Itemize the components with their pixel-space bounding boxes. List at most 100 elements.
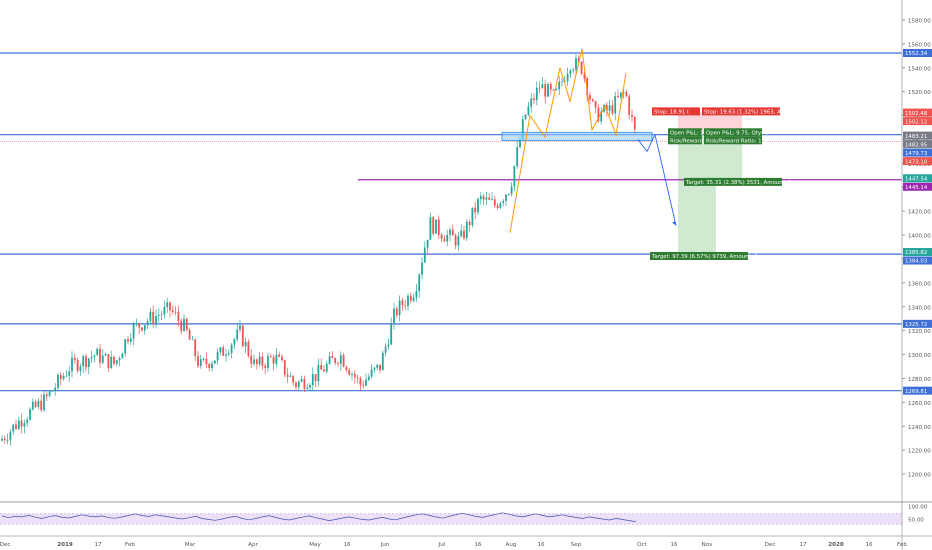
candle-up (149, 311, 152, 322)
candle-down (432, 217, 435, 234)
candle-up (555, 89, 558, 91)
candle-up (608, 105, 611, 111)
candle-down (292, 376, 295, 383)
candle-up (118, 358, 121, 361)
candle-down (605, 104, 608, 111)
candle-down (594, 101, 597, 108)
candle-down (611, 105, 614, 114)
candle-up (351, 373, 353, 375)
candle-down (185, 318, 188, 330)
target-label-2-bg (684, 177, 782, 186)
candle-up (426, 239, 429, 248)
price-badge (903, 148, 932, 157)
candle-up (311, 374, 314, 386)
candle-up (622, 91, 625, 93)
candle-down (577, 58, 580, 62)
price-tick-label: 1540.00 (908, 66, 931, 72)
candle-down (591, 99, 594, 102)
candle-up (527, 106, 530, 115)
candles (1, 54, 636, 446)
candle-down (222, 347, 225, 356)
candle-down (208, 364, 211, 368)
candle-up (575, 58, 577, 70)
candle-up (561, 81, 563, 83)
candle-down (440, 234, 443, 239)
pnl-label-2: Open P&L: 9.75, Qty: 0 (706, 130, 768, 136)
candle-down (331, 356, 334, 359)
price-badge (903, 174, 932, 183)
price-tick-label: 1220.00 (908, 449, 931, 455)
candle-down (295, 382, 297, 388)
candle-up (258, 356, 261, 365)
price-tick-label: 1420.00 (908, 210, 931, 216)
candle-down (272, 357, 275, 364)
projection-arrow-1 (637, 134, 656, 153)
price-badge-label: 1384.03 (905, 259, 927, 265)
candle-up (460, 230, 463, 237)
candle-up (317, 364, 320, 382)
rsi-tick-label: 50.00 (908, 518, 924, 524)
candle-up (566, 73, 569, 81)
candle-up (418, 274, 421, 292)
time-axis-label: 17 (94, 542, 102, 548)
rsi-pane: 100.00 50.00 (0, 505, 928, 525)
candle-up (129, 338, 132, 342)
candle-down (40, 400, 43, 411)
price-tick-label: 1560.00 (908, 42, 931, 48)
candle-up (65, 375, 68, 377)
candle-up (101, 355, 104, 363)
candle-up (393, 308, 395, 324)
candle-up (325, 363, 328, 372)
candle-up (499, 203, 502, 208)
pnl-label-1-bg (668, 128, 702, 137)
price-badge-label: 1552.34 (905, 51, 928, 57)
consolidation-box (501, 131, 653, 142)
candle-down (113, 356, 115, 364)
price-badge-label: 1483.21 (905, 134, 927, 140)
candle-down (586, 78, 589, 96)
candle-down (250, 355, 253, 364)
candle-up (370, 369, 373, 377)
candle-down (180, 320, 183, 331)
candle-down (320, 364, 323, 370)
candle-down (379, 364, 381, 371)
candle-up (230, 344, 233, 354)
candle-up (530, 98, 533, 107)
price-tick-label: 1240.00 (908, 425, 931, 431)
candle-down (533, 98, 535, 101)
candle-up (239, 325, 241, 330)
price-badge (903, 319, 932, 328)
candle-down (589, 95, 591, 100)
candle-down (552, 89, 555, 91)
candle-up (381, 352, 384, 371)
candle-up (519, 139, 521, 148)
candle-up (253, 359, 255, 364)
candle-down (138, 323, 141, 328)
candle-down (463, 230, 465, 239)
time-axis-label: 2019 (57, 542, 73, 548)
candle-up (569, 70, 572, 74)
candle-down (255, 359, 258, 365)
candle-up (37, 400, 40, 407)
price-badge-label: 1269.81 (905, 389, 927, 395)
target-zone-1 (678, 134, 716, 253)
time-axis-label: 16 (537, 542, 545, 548)
time-axis-label: May (309, 542, 321, 548)
candle-down (496, 205, 499, 208)
candle-down (323, 369, 325, 372)
candle-up (541, 84, 544, 89)
candle-up (71, 357, 73, 372)
rsi-line (1, 512, 637, 522)
candle-up (54, 387, 57, 391)
price-tick-label: 1280.00 (908, 377, 931, 383)
candle-up (79, 366, 82, 371)
candle-down (342, 355, 345, 367)
pnl-label-1: Open P&L: 10 (670, 130, 708, 136)
candle-up (23, 423, 26, 427)
time-axis-label: 2020 (828, 542, 844, 548)
candle-down (174, 311, 177, 313)
pnl-label-2-bg (704, 128, 762, 137)
candle-up (104, 354, 107, 356)
candle-up (9, 431, 12, 440)
